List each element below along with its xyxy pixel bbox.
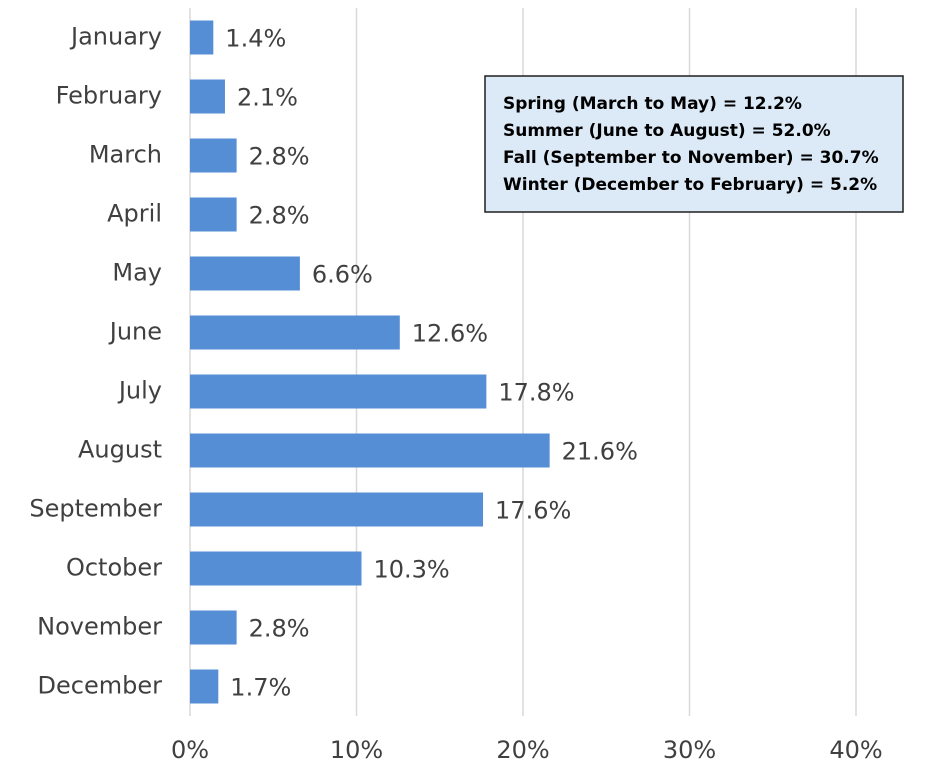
y-tick-label: June bbox=[108, 318, 162, 346]
x-tick-label: 30% bbox=[663, 736, 716, 764]
value-label: 17.6% bbox=[495, 497, 571, 525]
y-tick-label: August bbox=[78, 436, 162, 464]
bar bbox=[190, 374, 487, 409]
bar bbox=[190, 197, 237, 232]
bar bbox=[190, 669, 219, 704]
bar bbox=[190, 20, 214, 55]
y-tick-label: January bbox=[69, 23, 162, 51]
value-label: 2.8% bbox=[249, 615, 310, 643]
bar bbox=[190, 551, 362, 586]
x-tick-label: 0% bbox=[171, 736, 209, 764]
y-tick-label: December bbox=[38, 672, 163, 700]
y-tick-label: April bbox=[107, 200, 162, 228]
value-label: 10.3% bbox=[373, 556, 449, 584]
value-label: 12.6% bbox=[412, 320, 488, 348]
annotation-text: Fall (September to November) = 30.7% bbox=[503, 148, 879, 168]
x-tick-label: 40% bbox=[829, 736, 882, 764]
y-tick-label: September bbox=[29, 495, 162, 523]
y-tick-label: November bbox=[37, 613, 162, 641]
value-label: 21.6% bbox=[562, 438, 638, 466]
bar bbox=[190, 79, 225, 114]
y-tick-label: May bbox=[112, 259, 162, 287]
y-tick-label: July bbox=[117, 377, 162, 405]
value-label: 1.4% bbox=[225, 25, 286, 53]
value-label: 1.7% bbox=[230, 674, 291, 702]
value-label: 2.1% bbox=[237, 84, 298, 112]
annotation-text: Winter (December to February) = 5.2% bbox=[503, 175, 877, 195]
x-tick-label: 10% bbox=[330, 736, 383, 764]
annotation-box bbox=[484, 75, 904, 213]
annotation-text: Summer (June to August) = 52.0% bbox=[503, 121, 831, 141]
bar bbox=[190, 256, 300, 291]
y-tick-label: February bbox=[56, 82, 162, 110]
value-label: 6.6% bbox=[312, 261, 373, 289]
bar bbox=[190, 315, 400, 350]
value-label: 2.8% bbox=[249, 143, 310, 171]
x-tick-label: 20% bbox=[496, 736, 549, 764]
value-label: 17.8% bbox=[498, 379, 574, 407]
value-label: 2.8% bbox=[249, 202, 310, 230]
bar bbox=[190, 138, 237, 173]
y-tick-label: October bbox=[66, 554, 162, 582]
bar bbox=[190, 610, 237, 645]
bar bbox=[190, 433, 550, 468]
annotation-text: Spring (March to May) = 12.2% bbox=[503, 94, 802, 114]
y-tick-label: March bbox=[89, 141, 162, 169]
bar bbox=[190, 492, 484, 527]
